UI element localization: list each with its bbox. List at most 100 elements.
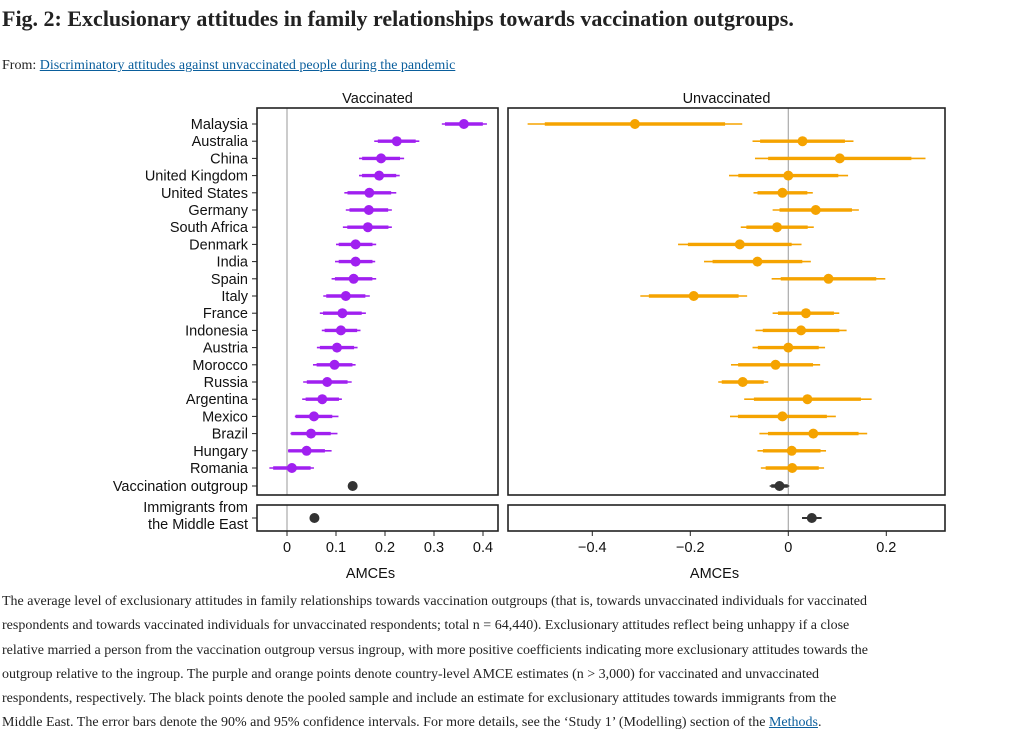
estimate-point: [737, 377, 748, 387]
estimate-point: [823, 273, 834, 284]
category-label: Indonesia: [185, 323, 249, 339]
x-tick-label: 0.1: [326, 540, 346, 556]
estimate-point: [308, 411, 319, 422]
estimate-point: [376, 153, 387, 164]
estimate-point: [772, 222, 783, 233]
category-label: Russia: [204, 375, 249, 391]
figure-title: Fig. 2: Exclusionary attitudes in family…: [2, 6, 794, 31]
x-tick-label: −0.4: [578, 540, 607, 556]
x-axis-label: AMCEs: [690, 566, 739, 582]
estimate-point: [777, 187, 788, 198]
category-label: Vaccination outgroup: [113, 479, 248, 495]
estimate-point: [458, 119, 469, 129]
category-label: Denmark: [189, 237, 249, 253]
from-label: From:: [2, 58, 37, 73]
estimate-point: [362, 222, 373, 233]
category-label: Italy: [221, 289, 248, 305]
category-label: United States: [161, 186, 248, 202]
estimate-point: [374, 170, 385, 181]
estimate-point: [317, 394, 328, 405]
category-label: Argentina: [186, 392, 249, 408]
panel-title: Unvaccinated: [683, 91, 771, 107]
x-axis-label: AMCEs: [346, 566, 395, 582]
panel-frame: [256, 107, 499, 496]
estimate-point: [786, 445, 797, 456]
category-label: Romania: [190, 461, 249, 477]
x-tick-label: 0.4: [473, 540, 493, 556]
panel-frame: [256, 504, 499, 532]
estimate-point: [329, 359, 340, 370]
estimate-point: [301, 445, 312, 456]
estimate-point: [350, 256, 361, 267]
panel-frame: [507, 504, 946, 532]
estimate-point: [770, 359, 781, 370]
category-label: Austria: [203, 341, 249, 357]
estimate-point: [331, 342, 342, 353]
category-label: China: [210, 151, 249, 167]
category-label: Spain: [211, 272, 248, 288]
x-tick-label: 0: [784, 540, 792, 556]
estimate-point: [834, 153, 845, 164]
category-label: United Kingdom: [145, 169, 248, 185]
x-tick-label: 0.3: [424, 540, 444, 556]
estimate-point: [363, 205, 374, 215]
estimate-point: [808, 428, 819, 439]
source-line: From: Discriminatory attitudes against u…: [2, 58, 1020, 74]
panel-frame: [507, 107, 946, 496]
figure-caption: The average level of exclusionary attitu…: [2, 590, 1020, 736]
category-label: France: [203, 306, 248, 322]
estimate-point: [350, 239, 361, 250]
category-label: Germany: [188, 203, 248, 219]
category-label: India: [217, 255, 249, 271]
category-label: Mexico: [202, 409, 248, 425]
methods-link[interactable]: Methods: [768, 715, 818, 731]
x-tick-label: 0.2: [375, 540, 395, 556]
estimate-point: [348, 273, 359, 284]
estimate-point: [391, 136, 402, 147]
estimate-point: [309, 513, 320, 523]
source-article-link[interactable]: Discriminatory attitudes against unvacci…: [39, 58, 456, 73]
panel-title: Vaccinated: [342, 91, 413, 107]
estimate-point: [787, 463, 798, 473]
category-label: Morocco: [192, 358, 248, 374]
category-label: Immigrants from: [143, 500, 248, 516]
estimate-point: [800, 308, 811, 319]
category-label: Australia: [192, 134, 249, 150]
category-label: Hungary: [193, 444, 249, 460]
estimate-point: [783, 342, 794, 353]
caption-line: outgroup relative to the ingroup. The pu…: [2, 666, 820, 682]
estimate-point: [688, 291, 699, 301]
estimate-point: [796, 325, 807, 336]
estimate-point: [806, 513, 817, 523]
estimate-point: [337, 308, 348, 319]
estimate-point: [802, 394, 813, 405]
category-label: the Middle East: [148, 517, 248, 533]
caption-line: The average level of exclusionary attitu…: [2, 594, 868, 609]
caption-text: Middle East. The error bars denote the 9…: [2, 715, 769, 731]
estimate-point: [777, 411, 788, 422]
caption-line: respondents and towards vaccinated indiv…: [2, 618, 850, 634]
category-label: Brazil: [212, 427, 248, 443]
estimate-point: [734, 239, 745, 250]
estimate-point: [364, 187, 375, 198]
estimate-point: [306, 428, 317, 439]
category-label: South Africa: [170, 220, 249, 236]
estimate-point: [774, 481, 785, 491]
x-tick-label: −0.2: [676, 540, 705, 556]
caption-line: respondents, respectively. The black poi…: [2, 691, 837, 707]
caption-end: .: [817, 715, 822, 731]
estimate-point: [752, 256, 763, 267]
x-tick-label: 0.2: [876, 540, 896, 556]
estimate-point: [810, 205, 821, 215]
category-label: Malaysia: [191, 117, 249, 133]
caption-line: Middle East. The error bars denote the 9…: [2, 711, 1020, 735]
estimate-point: [347, 481, 358, 491]
estimate-point: [340, 291, 351, 301]
estimate-point: [629, 119, 640, 129]
estimate-point: [797, 136, 808, 147]
caption-line: relative married a person from the vacci…: [2, 642, 868, 658]
estimate-point: [286, 463, 297, 473]
estimate-point: [322, 377, 333, 387]
x-tick-label: 0: [283, 540, 291, 556]
